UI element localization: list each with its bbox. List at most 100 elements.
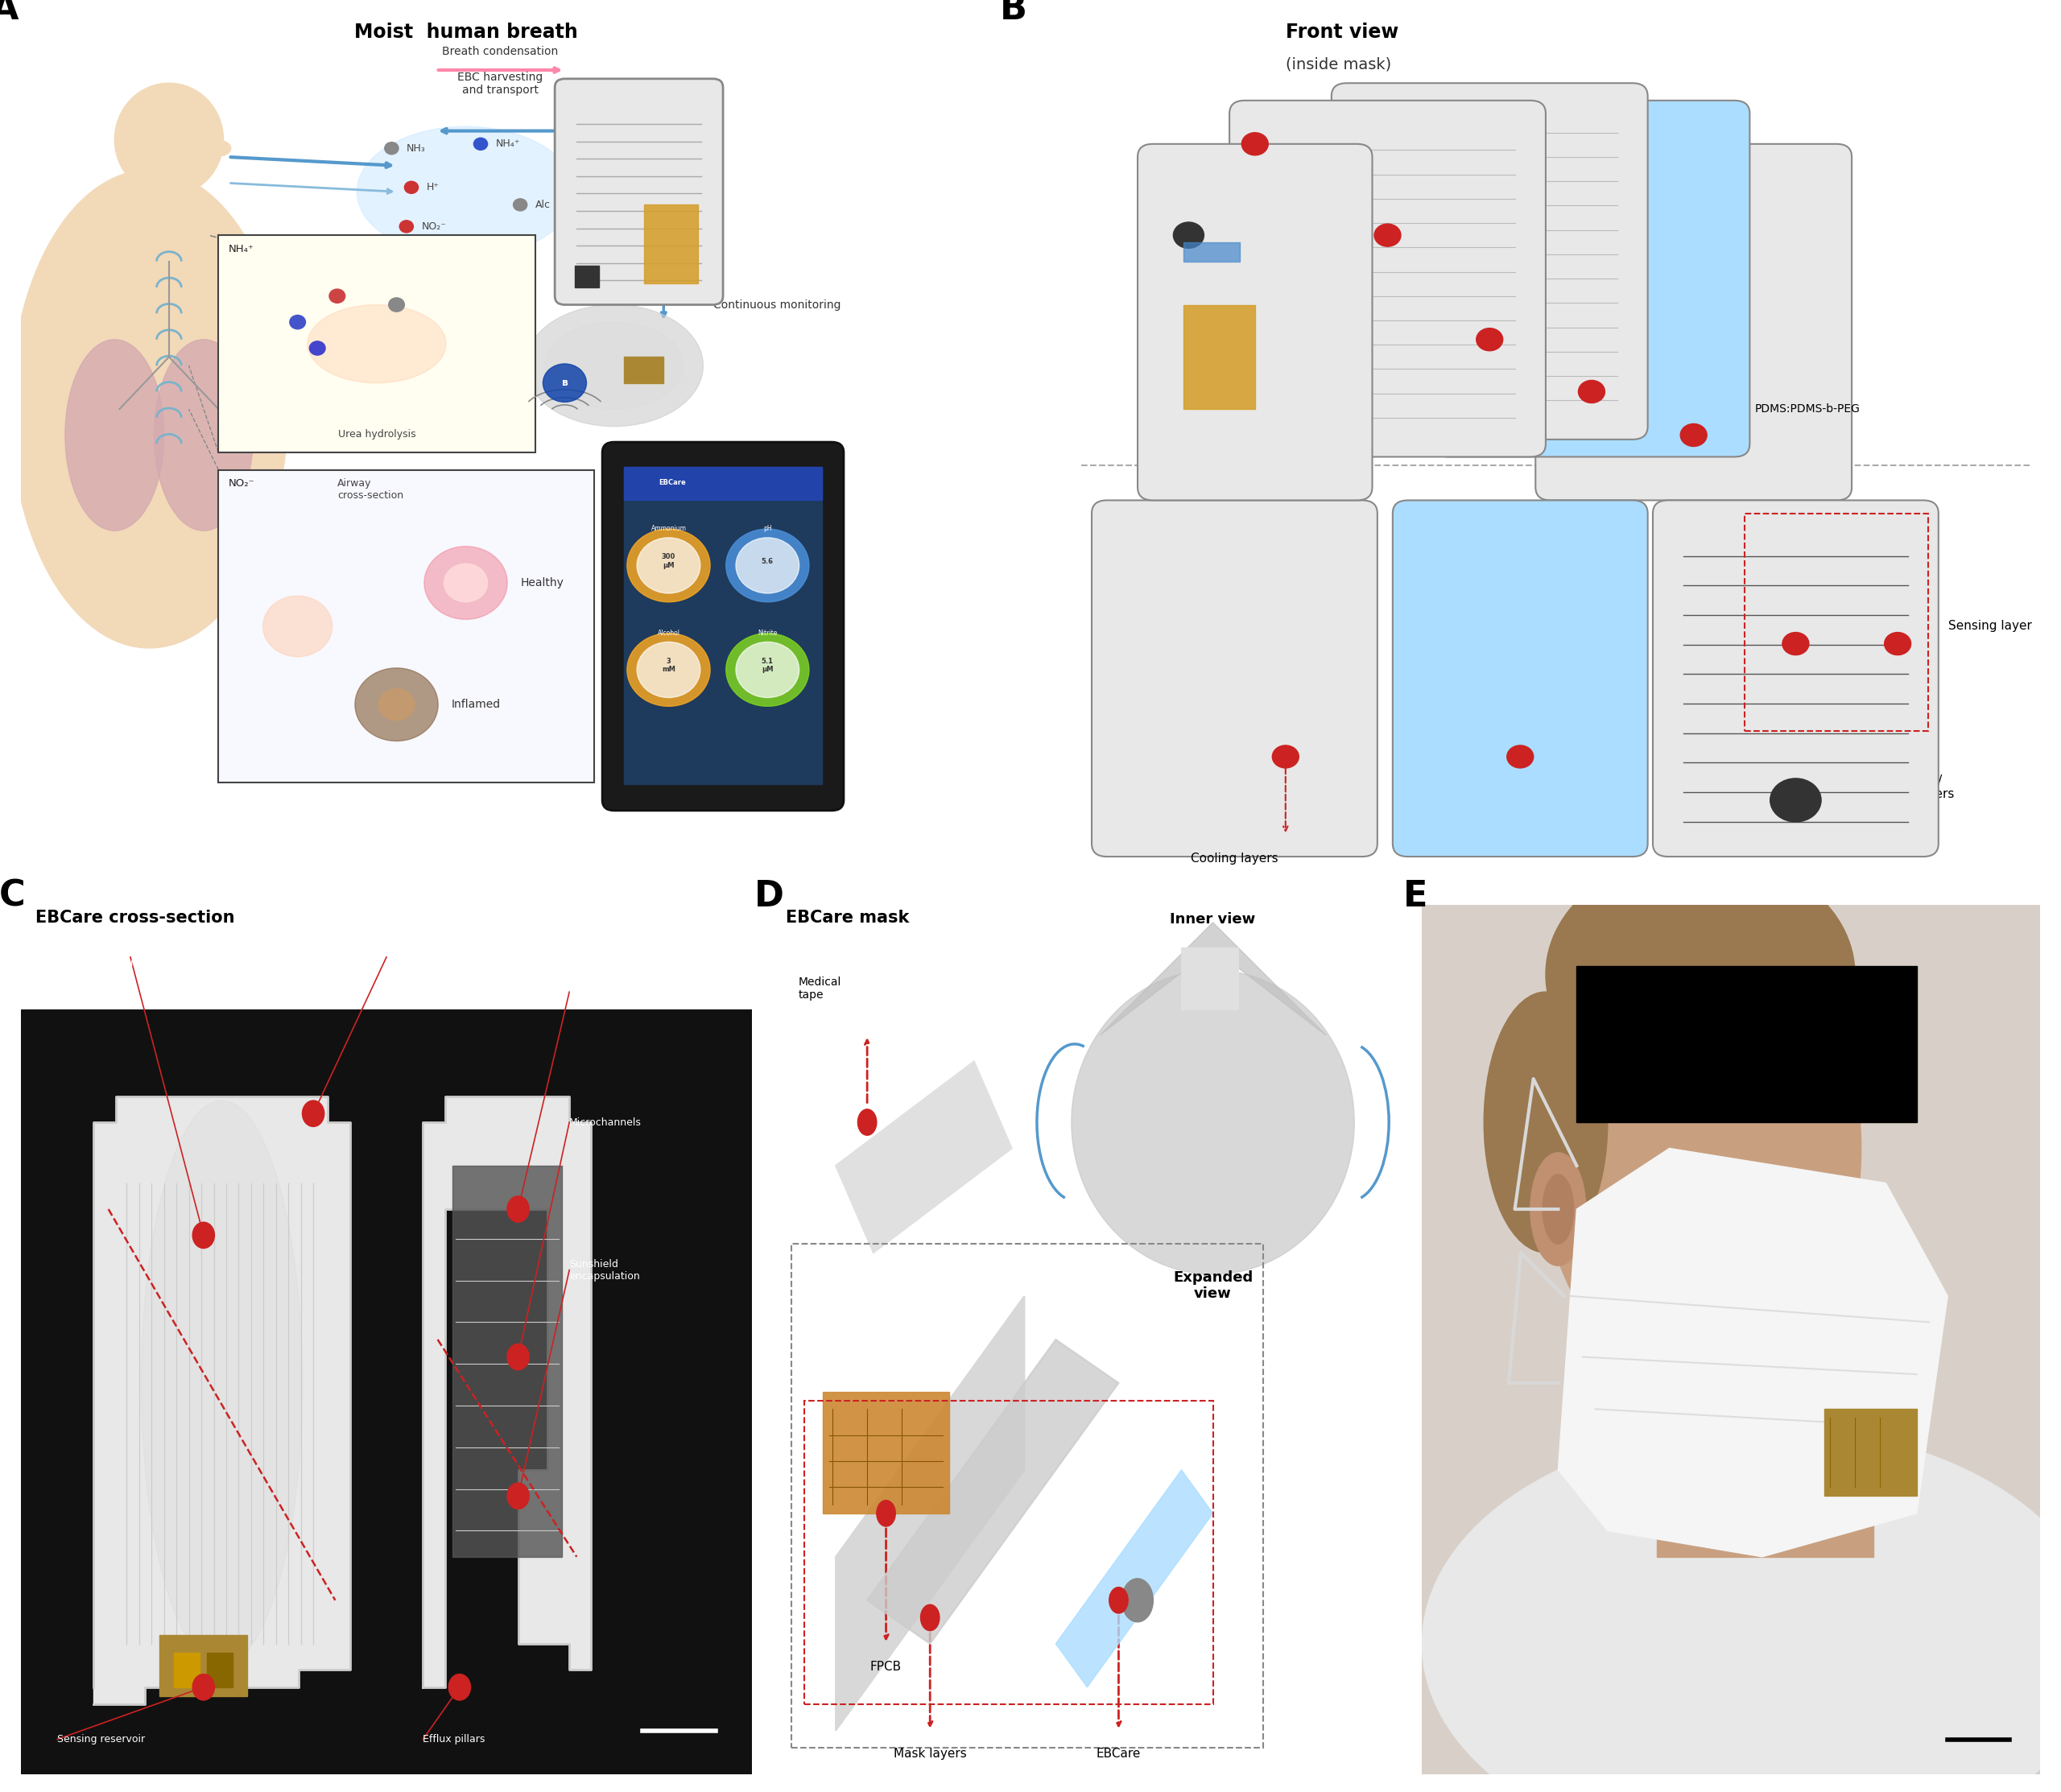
Text: NH₃: NH₃: [406, 143, 425, 154]
Text: A: A: [0, 0, 19, 27]
FancyBboxPatch shape: [1653, 500, 1939, 857]
Bar: [1183, 242, 1239, 262]
Text: Sunshield
encapsulation: Sunshield encapsulation: [569, 1258, 641, 1281]
Text: NO₂⁻: NO₂⁻: [420, 220, 445, 231]
Ellipse shape: [1072, 969, 1354, 1274]
Polygon shape: [423, 1097, 592, 1688]
FancyBboxPatch shape: [1331, 82, 1647, 439]
Circle shape: [1109, 1588, 1127, 1613]
Circle shape: [507, 1195, 530, 1222]
Circle shape: [921, 1604, 940, 1631]
Circle shape: [404, 181, 418, 194]
FancyBboxPatch shape: [1434, 100, 1750, 457]
Circle shape: [627, 633, 711, 706]
Circle shape: [1121, 1579, 1154, 1622]
Text: PDMS:PDMS-b-PEG/Al₂O₃: PDMS:PDMS-b-PEG/Al₂O₃: [1317, 116, 1453, 127]
Bar: [575, 265, 600, 287]
Circle shape: [857, 1109, 876, 1136]
Text: EBCare mask: EBCare mask: [585, 235, 701, 251]
Text: NH₄⁺: NH₄⁺: [495, 138, 519, 149]
Circle shape: [291, 315, 305, 330]
Text: (inside mask): (inside mask): [1286, 57, 1391, 72]
Circle shape: [379, 688, 414, 720]
Circle shape: [725, 529, 810, 602]
Ellipse shape: [544, 323, 684, 409]
Circle shape: [1680, 423, 1707, 446]
Ellipse shape: [142, 1100, 303, 1665]
Circle shape: [1884, 633, 1911, 656]
Bar: [804, 1400, 1212, 1704]
Text: Front view: Front view: [1286, 22, 1399, 41]
Text: NH₄⁺: NH₄⁺: [229, 244, 254, 254]
Bar: [624, 468, 822, 785]
Circle shape: [385, 142, 398, 154]
Bar: [218, 470, 594, 783]
FancyBboxPatch shape: [1138, 143, 1373, 500]
Bar: [791, 1244, 1263, 1747]
Circle shape: [507, 1484, 530, 1509]
Text: Sensing reservoir: Sensing reservoir: [58, 1735, 144, 1745]
Text: D: D: [754, 878, 783, 914]
Bar: [1183, 305, 1255, 409]
Text: EBCare: EBCare: [660, 478, 686, 486]
Text: Medical
tape: Medical tape: [798, 977, 841, 1000]
Text: Ammonium: Ammonium: [651, 525, 686, 532]
Text: E: E: [1404, 878, 1428, 914]
Text: Microchannels: Microchannels: [569, 1116, 641, 1127]
Bar: [208, 1652, 233, 1688]
Text: Breath condensation: Breath condensation: [443, 47, 559, 57]
Text: Cooling hydrogel: Cooling hydrogel: [569, 987, 655, 996]
Text: Sealing edge: Sealing edge: [387, 952, 451, 962]
Text: PDMS:PDMS-b-PEG: PDMS:PDMS-b-PEG: [1754, 403, 1861, 414]
Polygon shape: [868, 1340, 1119, 1643]
Circle shape: [1173, 222, 1204, 249]
FancyBboxPatch shape: [1393, 500, 1647, 857]
Circle shape: [1783, 633, 1810, 656]
Text: Sensing layer: Sensing layer: [1948, 620, 2032, 633]
Text: Nitrite: Nitrite: [758, 629, 777, 636]
Polygon shape: [1055, 1469, 1212, 1688]
Ellipse shape: [1546, 853, 1855, 1097]
Text: Airway
cross-section: Airway cross-section: [338, 478, 404, 502]
FancyBboxPatch shape: [1092, 500, 1377, 857]
Text: 300
µM: 300 µM: [662, 554, 676, 568]
Bar: [218, 235, 536, 452]
Ellipse shape: [1422, 1426, 2061, 1792]
Text: Back view: Back view: [1152, 470, 1259, 489]
Text: EBCare mask: EBCare mask: [785, 909, 909, 925]
Circle shape: [264, 597, 332, 656]
Ellipse shape: [307, 305, 445, 383]
Bar: [21, 1009, 752, 1774]
Text: NO₂⁻: NO₂⁻: [229, 478, 256, 489]
Text: PDMS:PDMS-b-PEG/Al₂O₃: PDMS:PDMS-b-PEG/Al₂O₃: [1550, 272, 1688, 285]
Bar: [159, 1634, 247, 1695]
Ellipse shape: [1484, 993, 1608, 1253]
Circle shape: [627, 529, 711, 602]
Circle shape: [330, 289, 344, 303]
Text: Gradient
micropillars: Gradient micropillars: [130, 946, 190, 968]
Text: 5.1
µM: 5.1 µM: [761, 658, 773, 674]
Text: Moist  human breath: Moist human breath: [354, 22, 577, 41]
Polygon shape: [95, 1097, 350, 1704]
Text: Condensation/
microfluidic layers: Condensation/ microfluidic layers: [1840, 774, 1954, 801]
Circle shape: [443, 564, 488, 602]
Ellipse shape: [1540, 909, 1861, 1387]
Circle shape: [1579, 380, 1606, 403]
Circle shape: [876, 1500, 894, 1527]
Circle shape: [736, 538, 800, 593]
Bar: [1744, 513, 1929, 731]
Text: Agarose/Ag nanoparticles: Agarose/Ag nanoparticles: [1449, 186, 1593, 197]
Polygon shape: [144, 219, 194, 262]
Text: EBC harvesting
and transport: EBC harvesting and transport: [458, 72, 544, 97]
Circle shape: [513, 199, 528, 211]
Circle shape: [1476, 328, 1502, 351]
Ellipse shape: [1542, 1174, 1575, 1244]
Text: Mask layers: Mask layers: [894, 1747, 967, 1760]
Bar: [1657, 1296, 1873, 1557]
FancyBboxPatch shape: [1535, 143, 1851, 500]
Text: Alcohol: Alcohol: [657, 629, 680, 636]
Text: EBCare: EBCare: [1096, 1747, 1142, 1760]
Ellipse shape: [206, 140, 231, 156]
Text: Biosensors/PET: Biosensors/PET: [1653, 333, 1737, 346]
Text: 5.6: 5.6: [761, 557, 773, 564]
